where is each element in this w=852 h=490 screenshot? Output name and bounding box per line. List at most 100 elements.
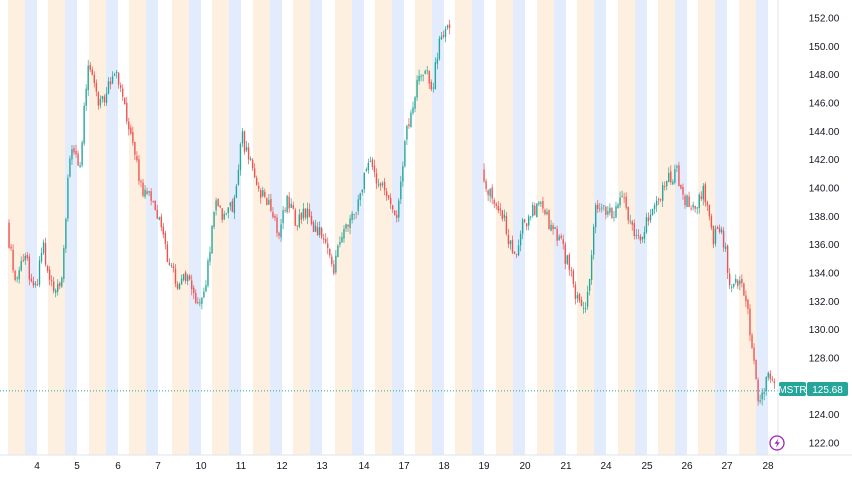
candle-body (653, 205, 656, 209)
candle-body (377, 184, 380, 186)
candle-body (747, 299, 749, 309)
candle-body (396, 214, 398, 218)
candle-body (71, 149, 73, 160)
candle-body (89, 64, 91, 70)
candle-body (422, 74, 424, 76)
candle-body (249, 158, 252, 161)
candle-body (517, 245, 520, 256)
candle-body (138, 159, 140, 182)
candle-body (540, 202, 542, 204)
candle-body (113, 74, 116, 76)
candle-body (81, 142, 83, 166)
candle-body (375, 173, 378, 184)
candle-body (75, 150, 77, 155)
candle-body (623, 197, 625, 199)
candle-body (296, 225, 298, 227)
candle-body (493, 200, 495, 204)
candle-body (349, 218, 351, 228)
candle-body (347, 224, 349, 227)
candle-body (446, 25, 449, 28)
premarket-band (472, 0, 484, 455)
candle-body (209, 252, 211, 262)
candle-body (24, 255, 26, 261)
candle-body (619, 197, 621, 206)
candle-body (302, 208, 305, 219)
candle-body (28, 256, 31, 280)
candle-body (410, 112, 412, 128)
candle-body (599, 208, 601, 210)
candle-body (272, 212, 274, 218)
candle-body (672, 181, 674, 185)
candle-body (152, 201, 154, 203)
premarket-band (554, 0, 566, 455)
candle-body (584, 307, 587, 309)
premarket-band (594, 0, 606, 455)
candle-body (264, 191, 266, 197)
price-tick-label: 150.00 (809, 42, 840, 53)
candle-body (85, 88, 87, 106)
candle-body (333, 264, 335, 274)
premarket-band (756, 0, 768, 455)
symbol-label: MSTR (778, 385, 806, 396)
candle-body (745, 295, 747, 302)
candle-body (381, 183, 384, 185)
date-tick-label: 5 (74, 461, 80, 472)
candle-body (631, 221, 633, 225)
postmarket-band (172, 0, 189, 455)
postmarket-band (293, 0, 310, 455)
candle-body (751, 334, 753, 349)
candle-body (735, 278, 737, 283)
candle-body (633, 223, 635, 236)
date-tick-label: 14 (358, 461, 370, 472)
candle-body (617, 204, 619, 209)
candle-body (684, 196, 686, 206)
premarket-band (675, 0, 687, 455)
price-axis[interactable]: 122.00124.00126.00128.00130.00132.00134.… (809, 14, 840, 450)
candle-body (59, 282, 61, 287)
candle-body (657, 199, 660, 200)
price-tick-label: 140.00 (809, 184, 840, 195)
candle-body (702, 185, 704, 200)
session-shading (8, 0, 768, 455)
candle-body (170, 265, 173, 267)
candle-body (128, 121, 130, 130)
price-tick-label: 148.00 (809, 70, 840, 81)
candle-body (690, 208, 692, 210)
candle-body (223, 213, 225, 220)
candle-body (164, 232, 167, 244)
candle-body (34, 283, 37, 286)
candle-body (16, 277, 18, 279)
candle-body (659, 199, 662, 201)
candle-body (414, 97, 416, 109)
candle-body (288, 196, 290, 209)
candle-body (172, 266, 175, 268)
time-axis[interactable]: 4 5 6 7 10 11 12 13 14 17 18 19 20 21 24 25 26 27 28 (34, 461, 774, 472)
candle-body (521, 219, 524, 234)
candle-body (436, 58, 439, 64)
candle-body (329, 248, 331, 256)
postmarket-band (335, 0, 352, 455)
candle-body (215, 200, 217, 211)
candle-body (542, 200, 544, 209)
candle-body (430, 81, 432, 90)
candle-body (83, 105, 85, 144)
candle-body (42, 242, 45, 254)
candle-body (253, 168, 256, 178)
postmarket-band (129, 0, 146, 455)
lightning-icon[interactable] (769, 435, 785, 451)
date-tick-label: 27 (721, 461, 733, 472)
candle-body (385, 191, 388, 196)
candle-body (97, 92, 100, 106)
candle-body (550, 224, 552, 231)
postmarket-band (698, 0, 715, 455)
candle-body (184, 272, 187, 281)
candle-body (182, 273, 185, 280)
postmarket-band (89, 0, 106, 455)
candle-body (351, 213, 353, 220)
candle-body (412, 107, 414, 114)
candle-body (77, 153, 79, 166)
candle-body (546, 211, 548, 215)
candle-body (442, 35, 445, 37)
candle-body (706, 202, 709, 206)
